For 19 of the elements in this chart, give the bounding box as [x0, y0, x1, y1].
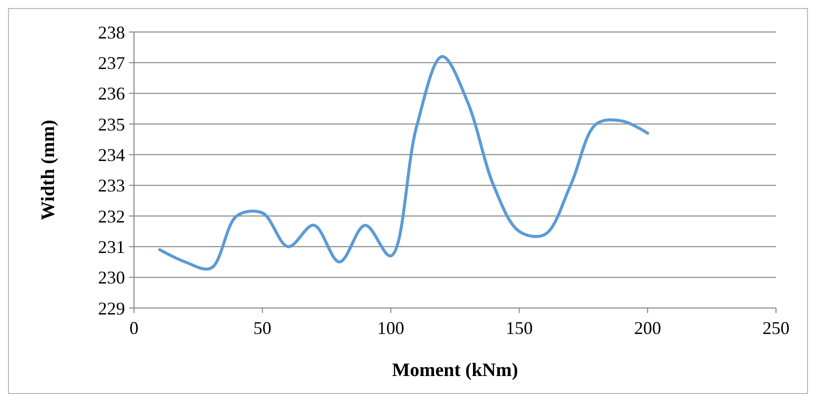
y-tick-label: 237: [98, 52, 125, 73]
x-tick-label: 0: [130, 318, 138, 338]
x-axis-title: Moment (kNm): [392, 360, 518, 381]
y-tick-label: 231: [98, 236, 125, 257]
x-tick-label: 150: [506, 318, 533, 338]
y-axis-title: Width (mm): [38, 120, 59, 220]
y-tick-label: 235: [98, 114, 125, 134]
x-tick-label: 50: [253, 318, 272, 338]
y-tick-label: 234: [98, 144, 125, 165]
x-tick-label: 200: [634, 318, 662, 338]
y-tick-label: 229: [98, 298, 125, 318]
y-tick-label: 232: [98, 206, 125, 226]
y-tick-label: 233: [98, 176, 125, 196]
line-series: [158, 55, 650, 271]
x-tick-label: 100: [377, 318, 404, 338]
x-tick-label: 250: [762, 318, 790, 338]
y-tick-label: 230: [98, 268, 125, 288]
y-tick-label: 236: [98, 84, 125, 104]
y-tick-label: 238: [98, 22, 125, 42]
